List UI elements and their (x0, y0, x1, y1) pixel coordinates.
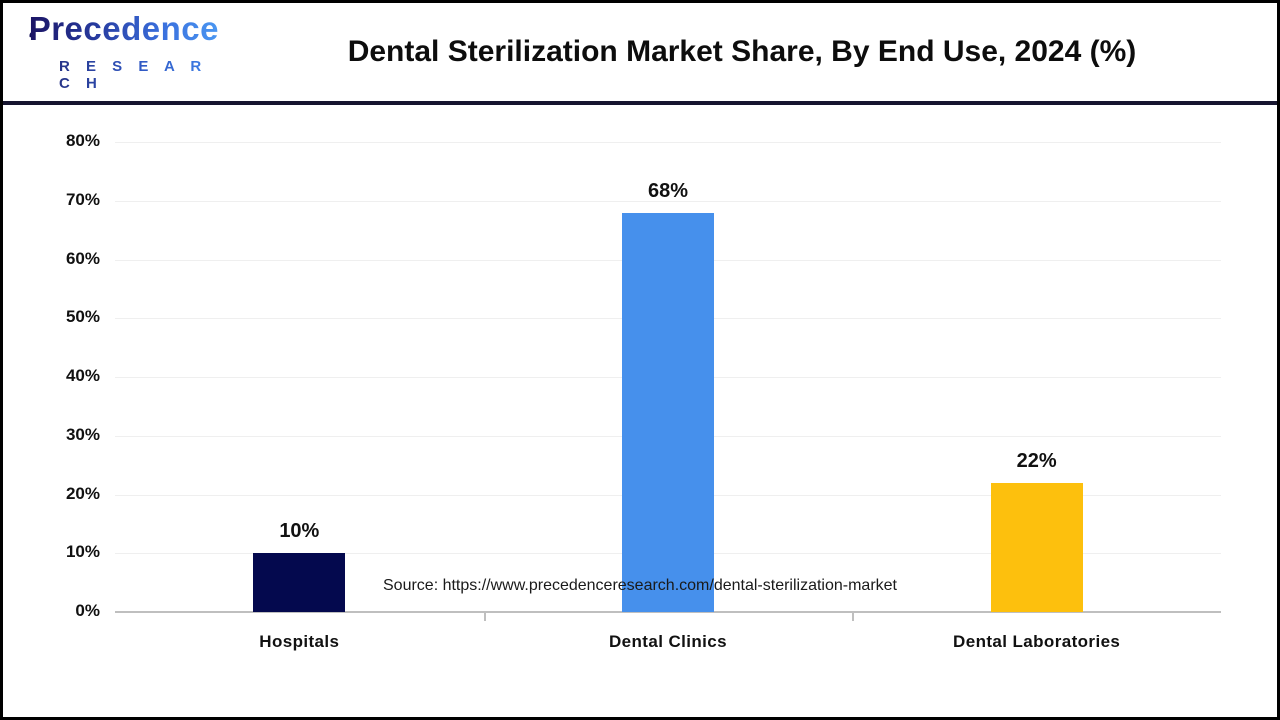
ytick-label-10%: 10% (65, 542, 100, 562)
ytick-label-80%: 80% (65, 131, 100, 150)
xcat-label-dental-clinics: Dental Clinics (608, 632, 727, 651)
source-text: Source: https://www.precedenceresearch.c… (383, 577, 897, 594)
x-axis-line (115, 611, 1221, 613)
ytick-label-70%: 70% (65, 189, 100, 209)
chart-area: 0% 10% 20% 30% 40% 50% 60% 70% 80% 10% Hospitals 68… (3, 105, 1277, 717)
bar-dental-laboratories (990, 482, 1083, 612)
xcat-label-hospitals: Hospitals (259, 632, 340, 651)
precedence-research-logo: Precedence R E S E A R C H (29, 12, 219, 92)
bar-dental-clinics (622, 212, 714, 612)
gridline-80 (115, 142, 1221, 143)
logo-sub-text: R E S E A R C H (29, 58, 219, 92)
bar-value-10%: 10% (279, 520, 320, 543)
bar-value-68%: 68% (647, 179, 689, 202)
ytick-label-0%: 0% (75, 601, 100, 620)
ytick-label-20%: 20% (65, 483, 100, 503)
precedence-leaf-icon (29, 31, 36, 38)
chart-title: Dental Sterilization Market Share, By En… (347, 35, 1137, 68)
gridline-70 (115, 200, 1221, 202)
ytick-label-60%: 60% (65, 248, 100, 268)
ytick-label-40%: 40% (65, 366, 100, 385)
header-divider (3, 101, 1277, 105)
bar-hospitals (253, 553, 346, 612)
bar-value-22%: 22% (1016, 449, 1057, 472)
xcat-label-dental-laboratories: Dental Laboratories (953, 632, 1121, 651)
ytick-label-30%: 30% (65, 424, 100, 444)
logo-brand-text: Precedence (28, 10, 219, 47)
x-axis-tick-2 (852, 613, 855, 621)
ytick-label-50%: 50% (65, 307, 100, 327)
header: Precedence R E S E A R C H Dental Steril… (3, 3, 1277, 101)
x-axis-tick-1 (483, 613, 486, 621)
